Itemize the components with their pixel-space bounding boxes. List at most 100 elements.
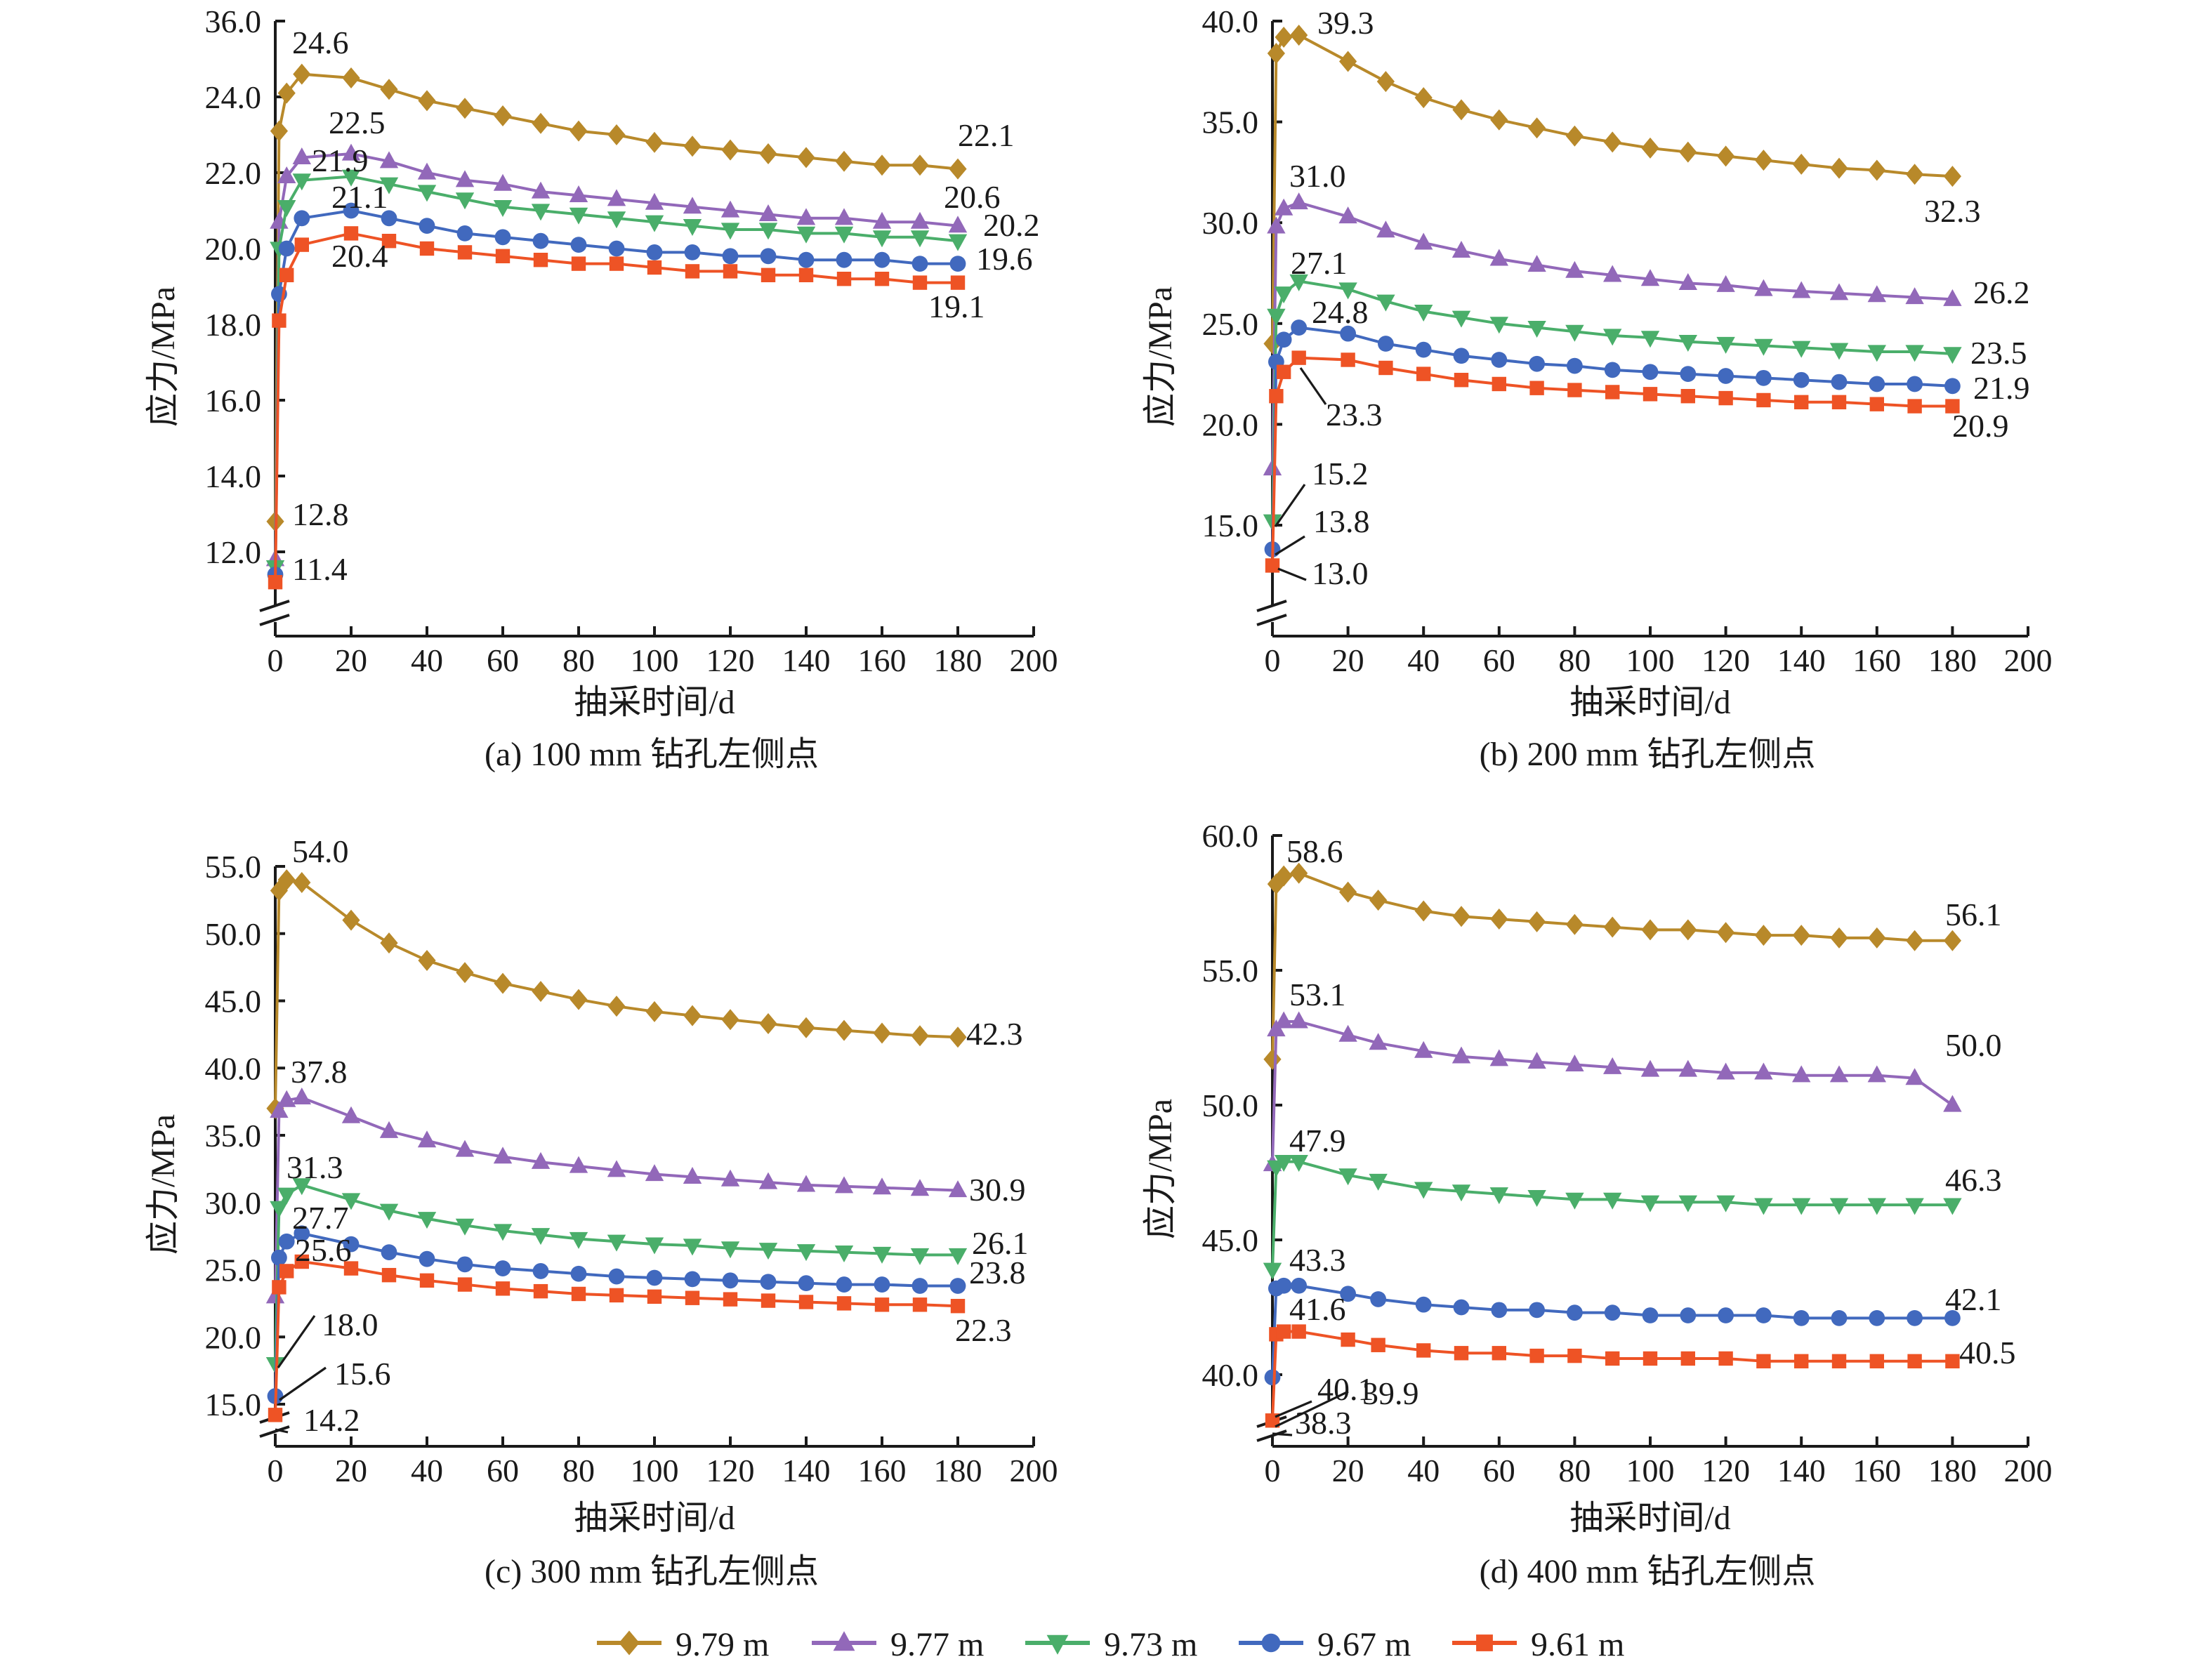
x-axis-title: 抽采时间/d [574,684,735,721]
data-point-marker [798,267,814,282]
data-point-marker [343,202,360,219]
axis-break-mark [1256,600,1287,612]
data-point-marker [683,1166,702,1184]
data-point-marker [1452,906,1470,927]
data-point-marker [1274,198,1293,216]
x-tick-label: 180 [934,642,982,678]
data-point-marker [419,218,435,234]
data-point-marker [532,981,550,1003]
data-point-marker [720,200,740,218]
data-point-marker [1604,1304,1621,1321]
data-point-marker [1794,395,1809,410]
data-point-marker [1756,1354,1771,1368]
data-point-marker [292,173,311,191]
annotation-leader-line [275,1428,289,1434]
data-label: 54.0 [292,833,349,869]
legend-item: 9.79 m [597,1626,769,1663]
data-point-marker [1907,1354,1922,1368]
x-tick-label: 40 [1407,642,1440,678]
data-point-marker [1831,374,1848,390]
series-9-77-m [265,1087,968,1304]
data-point-marker [1754,279,1773,296]
annotation-leader-line [277,1315,316,1368]
x-tick-label: 0 [268,1453,284,1488]
data-point-marker [1792,1065,1811,1083]
data-point-marker [1794,1354,1809,1368]
x-tick-label: 160 [1852,1453,1901,1488]
data-point-marker [532,112,550,134]
data-point-marker [721,1009,739,1031]
data-point-marker [721,139,739,161]
data-point-marker [1275,331,1292,348]
data-point-marker [381,1267,397,1283]
data-point-marker [1907,376,1923,392]
data-point-marker [455,1139,475,1157]
data-point-marker [872,230,892,248]
data-point-marker [1376,294,1395,312]
data-point-marker [1829,343,1849,360]
legend-marker-triangle-down-icon [1046,1634,1069,1655]
data-point-marker [645,1000,664,1022]
series-9-79-m [266,63,967,532]
data-point-marker [911,1025,929,1047]
series-line [1271,326,1953,550]
data-point-marker [277,1187,296,1205]
y-tick-label: 40.0 [1202,1357,1259,1393]
series-9-67-m [1264,319,1961,557]
data-point-marker [1642,364,1659,381]
data-label: 20.4 [331,238,388,274]
annotation-leader-line [1275,535,1305,556]
data-label: 58.6 [1286,833,1343,869]
data-label: 41.6 [1289,1291,1346,1327]
x-tick-label: 140 [1777,642,1826,678]
data-point-marker [1527,320,1546,338]
x-tick-label: 60 [1483,642,1515,678]
data-point-marker [1339,51,1357,72]
data-label: 15.6 [334,1356,391,1392]
data-point-marker [1451,241,1471,258]
data-point-marker [1276,364,1291,379]
data-point-marker [834,208,854,225]
legend-marker-circle-icon [1261,1633,1281,1653]
chart-panel-d: 40.0 45.0 50.0 55.0 60.0 0 20 40 60 80 100 120 140 16… [1142,818,2053,1590]
data-point-marker [495,249,511,263]
data-point-marker [381,234,397,249]
data-point-marker [417,162,437,180]
data-label: 42.1 [1945,1281,2002,1317]
data-point-marker [1679,141,1697,163]
data-point-marker [1905,1198,1924,1215]
x-tick-label: 180 [1928,1453,1977,1488]
data-point-marker [1263,1262,1282,1280]
data-point-marker [607,1234,626,1252]
data-point-marker [341,143,361,161]
data-point-marker [1376,220,1395,238]
data-label: 12.8 [292,496,349,532]
data-point-marker [1376,71,1395,93]
data-label: 46.3 [1945,1162,2002,1198]
data-point-marker [1338,282,1357,300]
data-point-marker [1829,1198,1849,1215]
data-point-marker [1451,1184,1471,1202]
data-point-marker [645,131,664,153]
data-point-marker [1905,1068,1924,1085]
data-point-marker [1754,1198,1773,1215]
data-point-marker [493,200,513,217]
data-point-marker [569,1156,588,1173]
series-9-79-m [1263,25,1961,355]
data-point-marker [457,1277,473,1292]
data-point-marker [457,245,473,260]
data-point-marker [1943,930,1961,951]
data-point-marker [1831,1354,1847,1368]
y-tick-label: 12.0 [205,534,262,570]
data-point-marker [569,207,588,225]
data-point-marker [493,173,513,191]
data-point-marker [874,272,890,286]
x-tick-label: 120 [1701,1453,1750,1488]
data-point-marker [1603,916,1621,938]
data-point-marker [1492,1346,1506,1361]
data-point-marker [950,275,966,290]
data-point-marker [292,1178,311,1196]
data-point-marker [720,1169,740,1187]
data-point-marker [910,211,930,229]
y-tick-label: 15.0 [1202,508,1259,543]
